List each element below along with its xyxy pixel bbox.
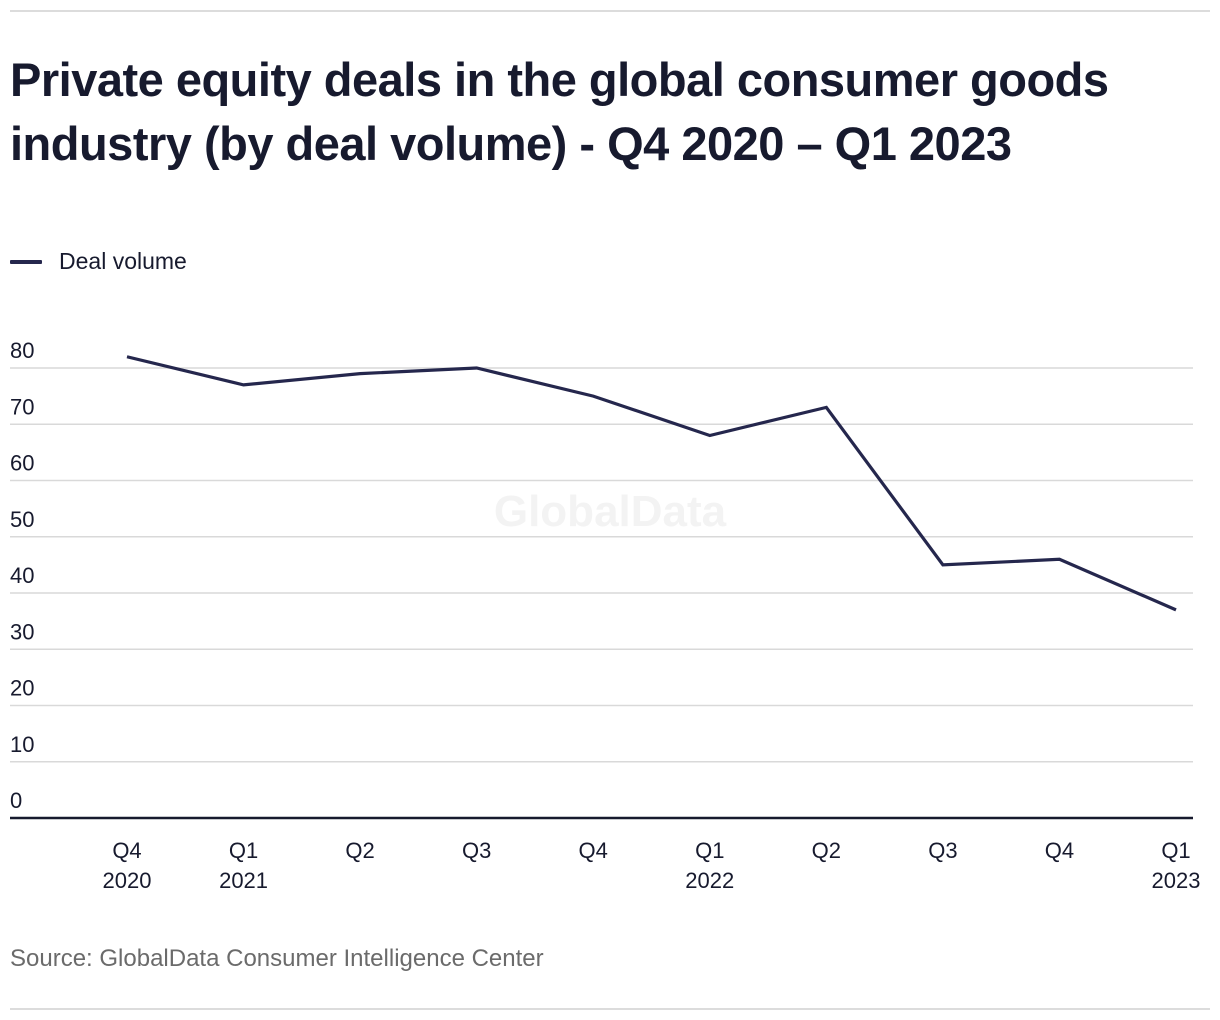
x-tick-label: Q4 <box>579 838 608 863</box>
y-tick-label-70: 70 <box>10 394 34 419</box>
watermark: GlobalData <box>494 487 727 536</box>
y-tick-label-20: 20 <box>10 676 34 701</box>
series-line-deal-volume <box>126 355 1177 612</box>
y-tick-label-80: 80 <box>10 338 34 363</box>
x-tick-label: Q2 <box>345 838 374 863</box>
x-tick-label: Q4 2020 <box>103 838 152 893</box>
legend-label-deal-volume: Deal volume <box>59 248 187 274</box>
x-tick-label: Q2 <box>812 838 841 863</box>
x-axis-ticks: Q4 2020 Q1 2021 Q2 Q3 Q4 Q1 2022 Q2 Q3 Q4 Q1 2023 <box>103 838 1201 893</box>
y-tick-label-0: 0 <box>10 788 22 813</box>
y-tick-label-60: 60 <box>10 451 34 476</box>
y-tick-label-30: 30 <box>10 619 34 644</box>
chart-title: Private equity deals in the global consu… <box>10 53 1109 170</box>
x-tick-label: Q1 2023 <box>1152 838 1201 893</box>
legend: Deal volume <box>10 248 187 275</box>
y-tick-label-40: 40 <box>10 563 34 588</box>
x-tick-label: Q4 <box>1045 838 1074 863</box>
top-divider <box>10 10 1210 12</box>
source-note: Source: GlobalData Consumer Intelligence… <box>10 945 544 972</box>
y-tick-label-10: 10 <box>10 732 34 757</box>
gridlines <box>10 367 1193 763</box>
x-tick-label: Q1 2021 <box>219 838 268 893</box>
series-deal-volume <box>126 355 1177 612</box>
y-tick-label-50: 50 <box>10 507 34 532</box>
x-tick-label: Q3 <box>462 838 491 863</box>
legend-line-swatch-icon <box>10 259 42 264</box>
x-tick-label: Q3 <box>928 838 957 863</box>
bottom-divider <box>10 1008 1210 1010</box>
y-axis-ticks: 0 10 20 30 40 50 60 70 80 <box>10 338 34 813</box>
x-tick-label: Q1 2022 <box>685 838 734 893</box>
